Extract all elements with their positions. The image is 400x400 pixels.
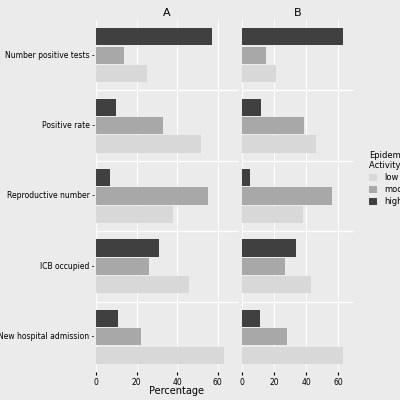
Title: A: A	[163, 8, 171, 18]
Bar	[96, 276, 189, 293]
Bar	[96, 99, 116, 116]
Bar	[242, 117, 304, 134]
Bar	[242, 328, 287, 345]
Title: B: B	[294, 8, 302, 18]
Bar	[242, 28, 343, 46]
Bar	[96, 240, 159, 257]
Bar	[96, 310, 118, 327]
Bar	[242, 240, 296, 257]
Bar	[96, 346, 224, 364]
Bar	[96, 169, 110, 186]
Bar	[96, 258, 149, 275]
Bar	[96, 188, 208, 204]
Bar	[242, 206, 303, 223]
Bar	[96, 28, 212, 46]
Bar	[242, 276, 311, 293]
Bar	[96, 117, 163, 134]
Legend: low, moderate, high: low, moderate, high	[364, 146, 400, 211]
Bar	[96, 135, 202, 152]
Bar	[242, 169, 250, 186]
Bar	[96, 65, 147, 82]
Bar	[242, 135, 316, 152]
Bar	[96, 206, 173, 223]
Text: Percentage: Percentage	[148, 386, 204, 396]
Bar	[242, 310, 260, 327]
Bar	[242, 346, 343, 364]
Bar	[242, 47, 266, 64]
Bar	[96, 47, 124, 64]
Bar	[242, 258, 285, 275]
Bar	[242, 188, 332, 204]
Bar	[242, 99, 261, 116]
Bar	[242, 65, 276, 82]
Bar	[96, 328, 141, 345]
